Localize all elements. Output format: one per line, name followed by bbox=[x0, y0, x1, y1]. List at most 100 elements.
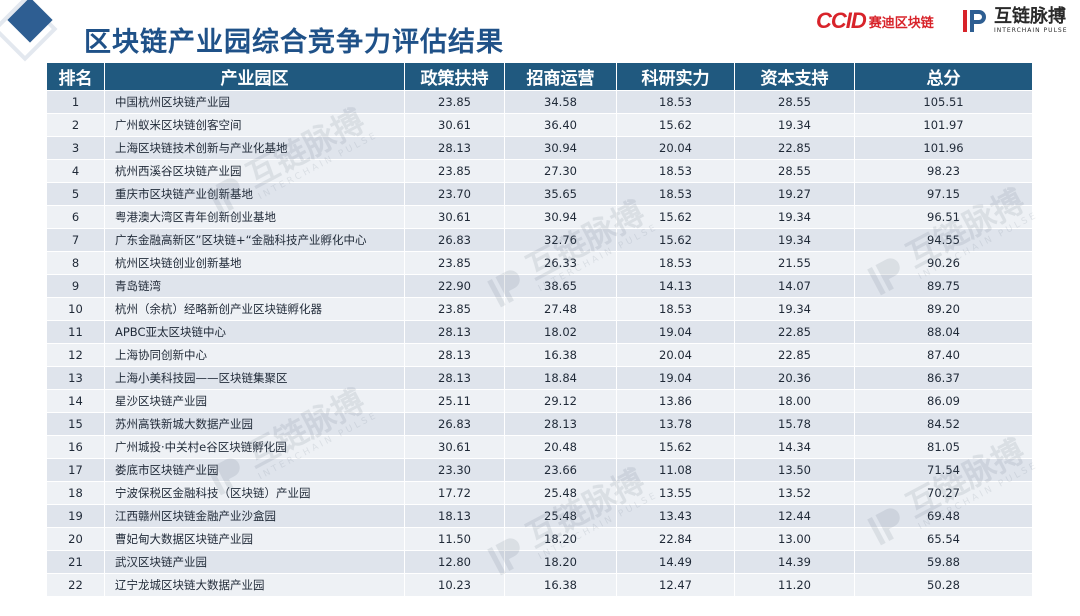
cell-investment: 25.48 bbox=[504, 504, 617, 528]
cell-policy: 23.30 bbox=[404, 458, 505, 482]
table-row: 11 APBC亚太区块链中心 28.13 18.02 19.04 22.85 88.04 bbox=[46, 320, 1033, 344]
cell-policy: 17.72 bbox=[404, 481, 505, 505]
cell-total: 101.96 bbox=[854, 136, 1033, 160]
cell-investment: 16.38 bbox=[504, 343, 617, 367]
cell-rank: 10 bbox=[46, 297, 105, 321]
cell-investment: 16.38 bbox=[504, 573, 617, 597]
cell-capital: 18.00 bbox=[734, 389, 855, 413]
cell-total: 65.54 bbox=[854, 527, 1033, 551]
cell-research: 13.55 bbox=[616, 481, 735, 505]
cell-park-name: 广东金融高新区”区块链+“金融科技产业孵化中心 bbox=[104, 228, 405, 252]
cell-capital: 19.34 bbox=[734, 205, 855, 229]
cell-capital: 19.27 bbox=[734, 182, 855, 206]
table-row: 7 广东金融高新区”区块链+“金融科技产业孵化中心 26.83 32.76 15.62 1… bbox=[46, 228, 1033, 252]
cell-park-name: 辽宁龙城区块链大数据产业园 bbox=[104, 573, 405, 597]
cell-policy: 23.85 bbox=[404, 90, 505, 114]
cell-capital: 13.00 bbox=[734, 527, 855, 551]
table-row: 16 广州城投·中关村e谷区块链孵化园 30.61 20.48 15.62 14.34 81… bbox=[46, 435, 1033, 459]
cell-rank: 20 bbox=[46, 527, 105, 551]
cell-park-name: 杭州西溪谷区块链产业园 bbox=[104, 159, 405, 183]
cell-park-name: 江西赣州区块链金融产业沙盒园 bbox=[104, 504, 405, 528]
cell-rank: 14 bbox=[46, 389, 105, 413]
cell-research: 18.53 bbox=[616, 251, 735, 275]
cell-rank: 3 bbox=[46, 136, 105, 160]
table-row: 14 星沙区块链产业园 25.11 29.12 13.86 18.00 86.09 bbox=[46, 389, 1033, 413]
table-row: 18 宁波保税区金融科技（区块链）产业园 17.72 25.48 13.55 13.52 7… bbox=[46, 481, 1033, 505]
cell-investment: 18.02 bbox=[504, 320, 617, 344]
cell-policy: 28.13 bbox=[404, 343, 505, 367]
cell-research: 12.47 bbox=[616, 573, 735, 597]
cell-policy: 23.70 bbox=[404, 182, 505, 206]
cell-policy: 23.85 bbox=[404, 159, 505, 183]
cell-capital: 12.44 bbox=[734, 504, 855, 528]
header-investment: 招商运营 bbox=[504, 62, 617, 91]
cell-rank: 21 bbox=[46, 550, 105, 574]
cell-research: 22.84 bbox=[616, 527, 735, 551]
cell-capital: 22.85 bbox=[734, 343, 855, 367]
cell-total: 86.37 bbox=[854, 366, 1033, 390]
cell-research: 15.62 bbox=[616, 228, 735, 252]
cell-policy: 28.13 bbox=[404, 320, 505, 344]
cell-rank: 16 bbox=[46, 435, 105, 459]
cell-capital: 14.07 bbox=[734, 274, 855, 298]
table-row: 3 上海区块链技术创新与产业化基地 28.13 30.94 20.04 22.85 101.… bbox=[46, 136, 1033, 160]
cell-total: 94.55 bbox=[854, 228, 1033, 252]
cell-rank: 5 bbox=[46, 182, 105, 206]
cell-research: 15.62 bbox=[616, 113, 735, 137]
cell-policy: 11.50 bbox=[404, 527, 505, 551]
interchain-pulse-en: INTERCHAIN PULSE bbox=[994, 27, 1068, 34]
cell-park-name: 广州蚁米区块链创客空间 bbox=[104, 113, 405, 137]
cell-capital: 28.55 bbox=[734, 90, 855, 114]
cell-park-name: 中国杭州区块链产业园 bbox=[104, 90, 405, 114]
header-capital: 资本支持 bbox=[734, 62, 855, 91]
table-row: 20 曹妃甸大数据区块链产业园 11.50 18.20 22.84 13.00 65.54 bbox=[46, 527, 1033, 551]
cell-rank: 9 bbox=[46, 274, 105, 298]
cell-research: 20.04 bbox=[616, 136, 735, 160]
cell-total: 70.27 bbox=[854, 481, 1033, 505]
cell-investment: 18.20 bbox=[504, 527, 617, 551]
cell-investment: 35.65 bbox=[504, 182, 617, 206]
table-row: 10 杭州（余杭）经略新创产业区块链孵化器 23.85 27.48 18.53 19.34… bbox=[46, 297, 1033, 321]
cell-rank: 7 bbox=[46, 228, 105, 252]
cell-policy: 10.23 bbox=[404, 573, 505, 597]
table-row: 17 娄底市区块链产业园 23.30 23.66 11.08 13.50 71.54 bbox=[46, 458, 1033, 482]
cell-capital: 19.34 bbox=[734, 297, 855, 321]
cell-capital: 11.20 bbox=[734, 573, 855, 597]
cell-park-name: APBC亚太区块链中心 bbox=[104, 320, 405, 344]
cell-park-name: 曹妃甸大数据区块链产业园 bbox=[104, 527, 405, 551]
cell-research: 14.49 bbox=[616, 550, 735, 574]
cell-rank: 2 bbox=[46, 113, 105, 137]
table-row: 21 武汉区块链产业园 12.80 18.20 14.49 14.39 59.88 bbox=[46, 550, 1033, 574]
cell-policy: 28.13 bbox=[404, 136, 505, 160]
cell-total: 98.23 bbox=[854, 159, 1033, 183]
cell-policy: 18.13 bbox=[404, 504, 505, 528]
page-title: 区块链产业园综合竞争力评估结果 bbox=[84, 27, 504, 58]
cell-investment: 32.76 bbox=[504, 228, 617, 252]
cell-investment: 20.48 bbox=[504, 435, 617, 459]
cell-investment: 23.66 bbox=[504, 458, 617, 482]
cell-capital: 22.85 bbox=[734, 136, 855, 160]
cell-total: 50.28 bbox=[854, 573, 1033, 597]
cell-investment: 28.13 bbox=[504, 412, 617, 436]
cell-park-name: 苏州高铁新城大数据产业园 bbox=[104, 412, 405, 436]
table-row: 9 青岛链湾 22.90 38.65 14.13 14.07 89.75 bbox=[46, 274, 1033, 298]
header-research: 科研实力 bbox=[616, 62, 735, 91]
cell-capital: 19.34 bbox=[734, 228, 855, 252]
table-row: 6 粤港澳大湾区青年创新创业基地 30.61 30.94 15.62 19.34 96.51 bbox=[46, 205, 1033, 229]
cell-total: 88.04 bbox=[854, 320, 1033, 344]
cell-total: 59.88 bbox=[854, 550, 1033, 574]
cell-park-name: 上海协同创新中心 bbox=[104, 343, 405, 367]
cell-investment: 27.48 bbox=[504, 297, 617, 321]
cell-total: 71.54 bbox=[854, 458, 1033, 482]
cell-investment: 30.94 bbox=[504, 205, 617, 229]
cell-investment: 34.58 bbox=[504, 90, 617, 114]
cell-rank: 17 bbox=[46, 458, 105, 482]
cell-investment: 18.20 bbox=[504, 550, 617, 574]
cell-research: 13.78 bbox=[616, 412, 735, 436]
cell-rank: 1 bbox=[46, 90, 105, 114]
cell-research: 13.43 bbox=[616, 504, 735, 528]
cell-research: 14.13 bbox=[616, 274, 735, 298]
cell-park-name: 广州城投·中关村e谷区块链孵化园 bbox=[104, 435, 405, 459]
cell-total: 81.05 bbox=[854, 435, 1033, 459]
cell-research: 11.08 bbox=[616, 458, 735, 482]
